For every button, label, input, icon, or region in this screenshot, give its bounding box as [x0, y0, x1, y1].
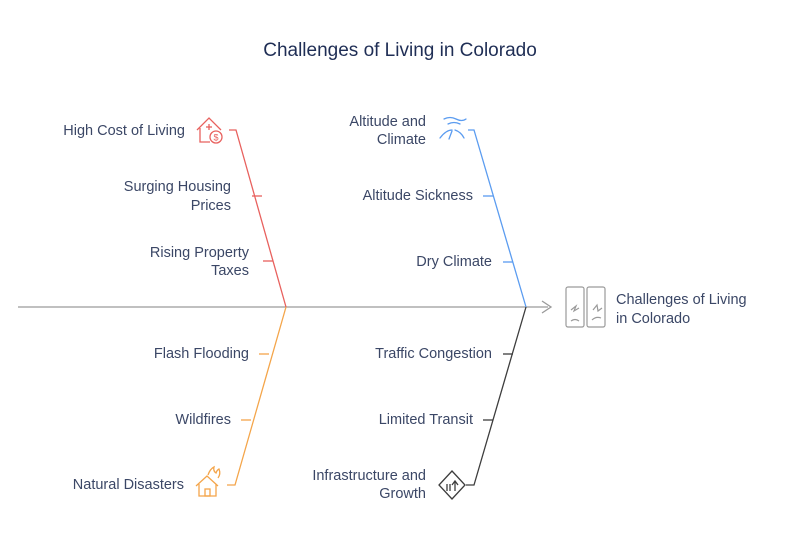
road-sign-icon: [438, 470, 466, 500]
category-infrastructure-growth-line2: Growth: [379, 486, 426, 502]
diagram-title: Challenges of Living in Colorado: [263, 40, 537, 61]
bone-infrastructure: [466, 306, 527, 486]
cause-altitude-sickness: Altitude Sickness: [362, 188, 473, 204]
house-dollar-icon: $: [196, 117, 223, 144]
cause-wildfires: Wildfires: [175, 412, 231, 428]
cause-rising-property-taxes-line2: Taxes: [211, 263, 249, 279]
cause-flash-flooding: Flash Flooding: [153, 346, 249, 362]
category-altitude-climate-line2: Climate: [376, 132, 426, 148]
effect-label: Challenges of Living in Colorado: [616, 291, 747, 329]
effect-label-line1: Challenges of Living: [616, 292, 747, 308]
category-infrastructure-growth-line1: Infrastructure and: [312, 468, 426, 484]
cause-dry-climate: Dry Climate: [416, 254, 492, 270]
cause-surging-housing-prices-line2: Prices: [190, 198, 231, 214]
category-altitude-climate-line1: Altitude and: [349, 114, 426, 130]
wind-icon: [439, 116, 467, 140]
cause-limited-transit: Limited Transit: [378, 412, 473, 428]
cause-surging-housing-prices-line1: Surging Housing: [123, 179, 231, 195]
category-natural-disasters-label: Natural Disasters: [72, 477, 184, 493]
cause-traffic-congestion: Traffic Congestion: [375, 346, 492, 362]
effect-label-line2: in Colorado: [616, 311, 691, 327]
challenge-icon: [565, 286, 606, 328]
bone-natural-disasters: [227, 306, 287, 486]
spine-arrowhead: [541, 300, 553, 314]
house-fire-icon: [195, 465, 221, 497]
cause-rising-property-taxes-line1: Rising Property: [149, 245, 249, 261]
bone-altitude-climate: [468, 129, 527, 308]
bone-cost-of-living: [229, 129, 287, 308]
category-cost-of-living-label: High Cost of Living: [63, 123, 185, 139]
svg-text:$: $: [213, 133, 218, 143]
